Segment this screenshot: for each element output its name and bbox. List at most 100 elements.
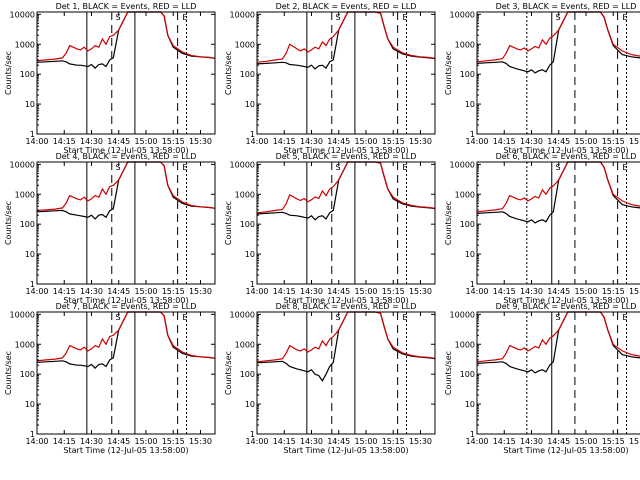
y-tick-label: 1000 — [235, 190, 255, 199]
x-tick-label: 15:30 — [409, 287, 432, 296]
events-series-line — [476, 311, 640, 374]
y-axis-label: Counts/sec — [224, 201, 233, 245]
panel-6: Det 6, BLACK = Events, RED = LLD S E 1 10 100… — [444, 152, 640, 305]
marker-label: S — [556, 163, 561, 172]
x-tick-label: 15:00 — [134, 137, 157, 146]
x-tick-label: 14:30 — [300, 287, 323, 296]
y-tick-label: 100 — [240, 370, 255, 379]
x-tick-label: 14:15 — [493, 437, 516, 446]
y-tick-label: 1 — [250, 430, 255, 439]
y-tick-label: 10000 — [450, 310, 475, 319]
x-tick-label: 14:00 — [465, 437, 488, 446]
events-series-line — [36, 11, 216, 69]
x-tick-label: 14:15 — [273, 137, 296, 146]
marker-label: S — [116, 313, 121, 322]
x-tick-label: 14:00 — [25, 287, 48, 296]
x-tick-label: 14:00 — [25, 437, 48, 446]
y-tick-label: 1 — [470, 130, 475, 139]
x-tick-label: 14:45 — [327, 137, 350, 146]
y-tick-label: 10 — [25, 250, 35, 259]
marker-label: S — [116, 163, 121, 172]
events-series-line — [476, 161, 640, 224]
panel-2: Det 2, BLACK = Events, RED = LLD S E 1 10 100… — [224, 2, 436, 155]
x-tick-label: 14:15 — [53, 137, 76, 146]
y-axis-label: Counts/sec — [4, 51, 13, 95]
x-tick-label: 15:15 — [162, 287, 185, 296]
x-axis-label: Start Time (12-Jul-05 13:58:00) — [63, 446, 188, 455]
y-tick-label: 10000 — [230, 310, 255, 319]
events-series-line — [256, 311, 436, 382]
x-tick-label: 15:00 — [574, 137, 597, 146]
x-tick-label: 14:30 — [520, 437, 543, 446]
y-tick-label: 10 — [245, 250, 255, 259]
plot-frame — [256, 11, 436, 135]
lld-series-line — [256, 311, 436, 363]
x-tick-label: 15:30 — [629, 437, 640, 446]
x-axis-label: Start Time (12-Jul-05 13:58:00) — [283, 146, 408, 155]
marker-label: S — [556, 13, 561, 22]
marker-label: E — [622, 13, 627, 22]
y-tick-label: 1000 — [455, 340, 475, 349]
x-tick-label: 14:30 — [80, 287, 103, 296]
y-axis-label: Counts/sec — [224, 51, 233, 95]
lld-series-line — [36, 311, 216, 362]
events-series-line — [36, 161, 216, 220]
x-tick-label: 14:00 — [465, 137, 488, 146]
x-tick-label: 14:30 — [520, 287, 543, 296]
plot-frame — [36, 311, 216, 435]
panel-9: Det 9, BLACK = Events, RED = LLD S E 1 10 100… — [444, 302, 640, 455]
y-tick-label: 1 — [250, 280, 255, 289]
x-tick-label: 15:30 — [409, 437, 432, 446]
y-tick-label: 100 — [20, 220, 35, 229]
panel-3: Det 3, BLACK = Events, RED = LLD S E 1 10 100… — [444, 2, 640, 155]
x-tick-label: 15:00 — [354, 287, 377, 296]
x-tick-label: 14:45 — [547, 437, 570, 446]
marker-label: S — [116, 13, 121, 22]
lld-series-line — [476, 311, 640, 363]
y-tick-label: 1 — [470, 430, 475, 439]
panel-title: Det 2, BLACK = Events, RED = LLD — [276, 2, 417, 11]
x-tick-label: 15:15 — [602, 287, 625, 296]
y-tick-label: 10000 — [450, 10, 475, 19]
y-tick-label: 100 — [460, 220, 475, 229]
y-tick-label: 10 — [465, 250, 475, 259]
marker-label: E — [622, 313, 627, 322]
y-axis-label: Counts/sec — [4, 351, 13, 395]
x-tick-label: 14:45 — [107, 137, 130, 146]
y-tick-label: 1 — [250, 130, 255, 139]
marker-label: E — [402, 163, 407, 172]
x-tick-label: 14:45 — [107, 437, 130, 446]
marker-label: S — [336, 163, 341, 172]
y-tick-label: 1000 — [235, 340, 255, 349]
x-tick-label: 15:15 — [382, 137, 405, 146]
marker-label: E — [402, 13, 407, 22]
x-tick-label: 14:00 — [245, 137, 268, 146]
x-tick-label: 15:00 — [134, 437, 157, 446]
y-tick-label: 10000 — [10, 310, 35, 319]
events-series-line — [256, 161, 436, 221]
x-tick-label: 15:15 — [162, 437, 185, 446]
y-tick-label: 10 — [245, 100, 255, 109]
x-tick-label: 14:15 — [53, 287, 76, 296]
plot-frame — [476, 11, 640, 135]
panel-title: Det 4, BLACK = Events, RED = LLD — [56, 152, 197, 161]
panel-8: Det 8, BLACK = Events, RED = LLD S E 1 10 100… — [224, 302, 436, 455]
y-tick-label: 100 — [240, 70, 255, 79]
plot-frame — [256, 311, 436, 435]
panel-title: Det 9, BLACK = Events, RED = LLD — [496, 302, 637, 311]
y-tick-label: 1000 — [15, 190, 35, 199]
events-series-line — [256, 11, 436, 70]
y-tick-label: 10000 — [230, 10, 255, 19]
x-axis-label: Start Time (12-Jul-05 13:58:00) — [503, 446, 628, 455]
y-tick-label: 1000 — [15, 340, 35, 349]
marker-label: S — [336, 313, 341, 322]
y-tick-label: 100 — [240, 220, 255, 229]
y-tick-label: 100 — [20, 370, 35, 379]
y-tick-label: 10000 — [450, 160, 475, 169]
x-axis-label: Start Time (12-Jul-05 13:58:00) — [503, 296, 628, 305]
y-tick-label: 10 — [245, 400, 255, 409]
panel-title: Det 3, BLACK = Events, RED = LLD — [496, 2, 637, 11]
x-tick-label: 14:15 — [493, 137, 516, 146]
x-tick-label: 14:30 — [300, 437, 323, 446]
panel-5: Det 5, BLACK = Events, RED = LLD S E 1 10 100… — [224, 152, 436, 305]
